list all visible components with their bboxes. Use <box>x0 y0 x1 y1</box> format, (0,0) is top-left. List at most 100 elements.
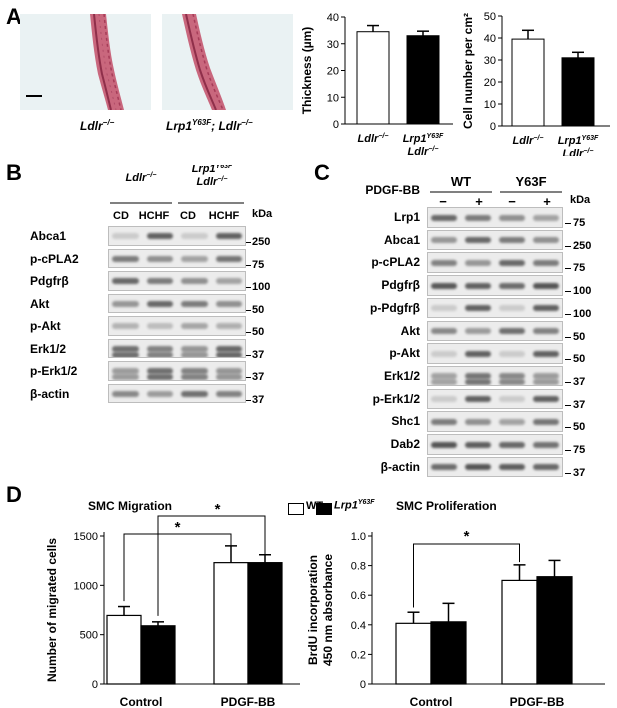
bar <box>501 579 538 685</box>
panel-b-label: B <box>6 160 22 185</box>
blot-label: p-Erk1/2 <box>372 391 420 406</box>
blot-row <box>427 229 563 251</box>
blot-row <box>427 320 563 341</box>
y-tick-label: 20 <box>484 77 496 89</box>
blot-label: Abca1 <box>383 232 420 247</box>
significance-bracket <box>123 533 232 602</box>
blot-label: Lrp1 <box>393 210 420 224</box>
blot-label: β-actin <box>380 459 420 474</box>
blot-label: Erk1/2 <box>30 341 67 356</box>
y-axis-title: BrdU incorporation <box>306 555 320 665</box>
lane-label: HCHF <box>139 210 170 222</box>
blot-band <box>215 300 242 307</box>
blot-band <box>146 300 173 307</box>
x-category-label: Ldlr−/− <box>513 135 544 147</box>
blot-band <box>181 390 208 397</box>
blot-band <box>215 351 242 358</box>
group-label: Lrp1Y63F <box>192 165 233 175</box>
kda-tick <box>565 381 571 383</box>
bar <box>406 35 440 125</box>
blot-band <box>465 237 491 244</box>
bar <box>511 38 545 127</box>
bar <box>395 622 432 685</box>
blot-band <box>431 350 457 357</box>
y-tick-label: 0 <box>490 121 496 133</box>
y-axis-title: Number of migrated cells <box>45 538 59 682</box>
kda-tick <box>565 291 571 293</box>
blot-band <box>112 323 139 329</box>
y-tick-label: 1000 <box>74 580 98 592</box>
blot-band <box>533 418 559 425</box>
bar <box>561 57 595 127</box>
x-category-label: PDGF-BB <box>221 695 276 708</box>
blot-band <box>465 379 491 386</box>
blot-band <box>112 390 139 397</box>
legend-label-mutant: Lrp1Y63F <box>334 499 375 512</box>
smc-proliferation-bar-chart: SMC Proliferation 0 0.2 0.4 0.6 0.8 1.0 BrdU in… <box>306 499 605 708</box>
kda-marker: 75 <box>573 444 586 456</box>
blot-band <box>112 300 139 307</box>
blot-row <box>427 388 563 410</box>
y-tick-label: 0 <box>333 119 339 131</box>
blot-band <box>465 305 491 312</box>
blot-band <box>465 328 491 334</box>
x-category-label-line2: Ldlr−/− <box>563 148 594 156</box>
kda-header: kDa <box>570 194 591 206</box>
blot-band <box>215 255 242 262</box>
y-tick-label: 1.0 <box>351 531 366 543</box>
blot-row <box>427 207 563 228</box>
blot-row <box>427 252 563 273</box>
blot-band <box>465 282 491 289</box>
blot-band <box>112 255 139 262</box>
x-category-label: Ldlr−/− <box>358 133 389 145</box>
blot-label: p-Erk1/2 <box>30 364 78 378</box>
blot-band <box>533 396 559 403</box>
kda-marker: 250 <box>573 239 592 252</box>
y-axis-title: 450 nm absorbance <box>321 554 335 666</box>
blot-band <box>431 282 457 289</box>
blot-band <box>431 464 457 471</box>
blot-label: Shc1 <box>391 414 420 429</box>
blot-label: p-Akt <box>389 346 420 361</box>
kda-marker: 37 <box>573 398 586 411</box>
y-tick-label: 30 <box>484 55 496 67</box>
blot-row <box>108 271 246 291</box>
blot-band <box>499 237 525 244</box>
blot-row <box>108 338 246 358</box>
blot-band <box>431 328 457 334</box>
panel-c-header: WT Y63F PDGF-BB − + − + <box>365 174 562 209</box>
blot-band <box>499 441 525 448</box>
blot-band <box>431 441 457 448</box>
blot-row <box>427 434 563 455</box>
y-tick-label: 0 <box>92 679 98 691</box>
blot-band <box>499 328 525 334</box>
blot-band <box>181 233 208 239</box>
y-tick-label: 500 <box>80 630 98 642</box>
blot-band <box>499 418 525 425</box>
blot-band <box>146 233 173 239</box>
blot-band <box>431 396 457 403</box>
treatment-sign: − <box>439 194 447 209</box>
blot-band <box>533 350 559 357</box>
blot-band <box>181 300 208 307</box>
blot-row <box>108 293 246 313</box>
y-tick-label: 0.4 <box>351 620 366 632</box>
blot-band <box>181 368 208 374</box>
blot-band <box>465 464 491 471</box>
western-blot-panel-c: WT Y63F PDGF-BB − + − + kDa Lrp1 75 Abca1 250 p-cPLA… <box>365 174 592 479</box>
blot-band <box>181 278 208 284</box>
significance-star: * <box>464 528 470 545</box>
blot-band <box>465 418 491 425</box>
kda-tick <box>246 242 251 243</box>
blot-row <box>427 343 563 364</box>
blot-band <box>465 350 491 357</box>
blot-band <box>146 368 173 374</box>
kda-marker: 37 <box>573 466 586 479</box>
treatment-sign: − <box>508 194 516 209</box>
blot-band <box>431 305 457 312</box>
kda-marker: 75 <box>573 262 586 275</box>
blot-band <box>181 323 208 329</box>
blot-band <box>465 373 491 380</box>
treatment-sign: + <box>543 194 551 209</box>
